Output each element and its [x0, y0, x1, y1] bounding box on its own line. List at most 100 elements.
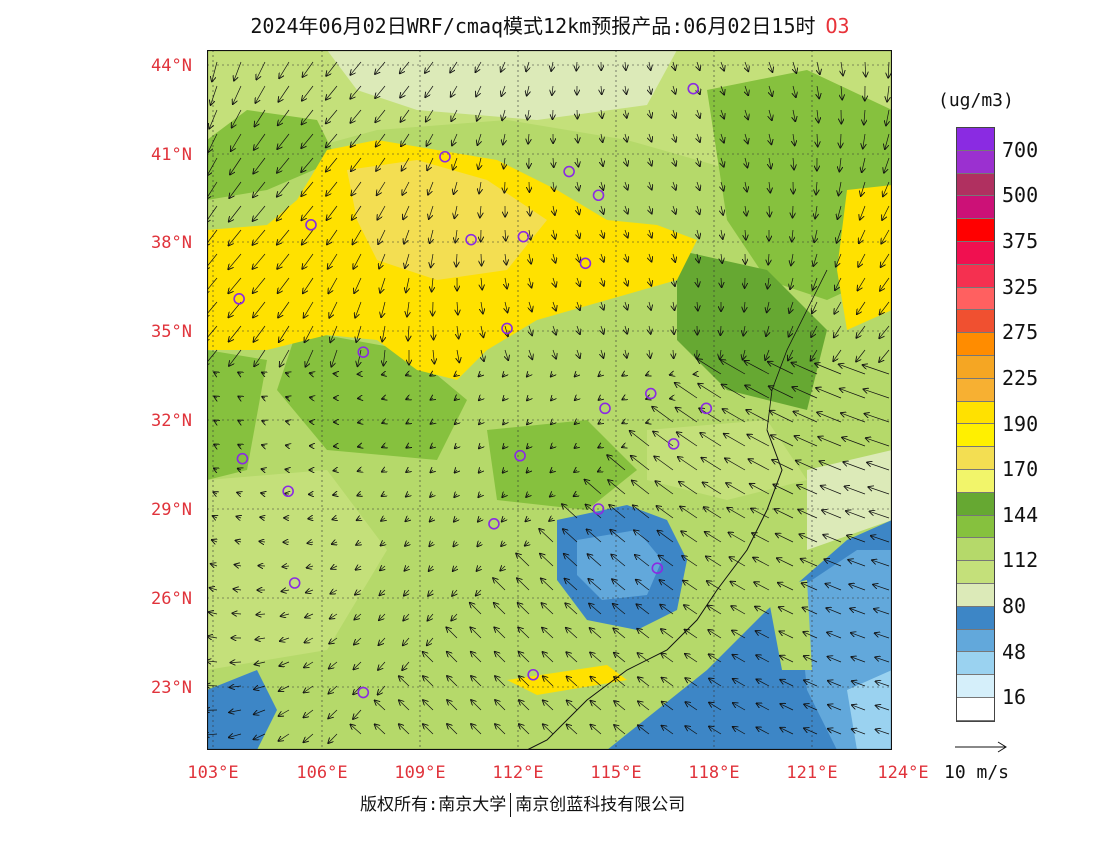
wind-arrow — [777, 558, 794, 567]
wind-arrow — [480, 205, 481, 217]
wind-arrow — [749, 459, 770, 471]
legend-swatch — [957, 173, 994, 197]
wind-arrow — [577, 325, 580, 334]
wind-arrow — [879, 325, 890, 338]
wind-arrow — [553, 325, 556, 335]
wind-arrow — [381, 518, 385, 521]
wind-arrow — [828, 681, 842, 687]
wind-arrow — [868, 487, 890, 495]
wind-arrow — [649, 325, 651, 334]
wind-arrow — [310, 397, 313, 398]
wind-arrow — [281, 614, 290, 616]
wind-arrow — [401, 133, 410, 146]
wind-arrow — [304, 685, 314, 693]
wind-arrow — [709, 679, 722, 687]
wind-arrow — [381, 301, 386, 317]
wind-arrow — [601, 133, 603, 142]
wind-arrow — [406, 374, 409, 375]
wind-arrow — [848, 560, 866, 567]
legend-swatch — [957, 515, 994, 539]
wind-arrow — [779, 607, 794, 615]
wind-arrow — [792, 229, 793, 241]
wind-arrow — [229, 205, 242, 222]
wind-arrow — [820, 461, 842, 471]
north-pale-area — [327, 50, 677, 120]
wind-arrow — [259, 541, 266, 542]
wind-arrow — [542, 603, 554, 615]
wind-arrow — [501, 542, 505, 546]
wind-arrow — [207, 301, 218, 317]
wind-arrow — [598, 446, 601, 448]
wind-arrow — [659, 556, 674, 567]
wind-arrow — [649, 277, 651, 286]
wind-arrow — [757, 727, 770, 735]
wind-arrow — [431, 253, 433, 267]
wind-arrow — [447, 652, 458, 663]
wind-arrow — [447, 724, 458, 735]
wind-arrow — [744, 301, 745, 312]
station-marker — [514, 449, 526, 462]
wind-arrow — [757, 679, 770, 687]
wind-arrow — [610, 530, 626, 543]
wind-arrow — [770, 411, 794, 423]
wind-arrow — [575, 422, 577, 424]
wind-arrow — [867, 463, 890, 471]
wind-arrow — [697, 253, 699, 262]
wind-arrow — [698, 384, 722, 399]
wind-arrow — [632, 481, 650, 495]
wind-arrow — [350, 61, 362, 75]
wind-arrow — [726, 483, 746, 495]
wind-arrow — [279, 685, 290, 691]
wind-arrow — [308, 542, 314, 543]
wind-arrow — [793, 133, 795, 145]
wind-arrow — [433, 325, 434, 340]
copyright-right: 南京创蓝科技有限公司 — [515, 795, 686, 815]
wind-arrow — [836, 253, 842, 267]
wind-arrow — [329, 301, 338, 318]
wind-arrow — [803, 608, 818, 615]
wind-arrow — [745, 133, 748, 143]
wind-arrow — [609, 505, 626, 519]
wind-arrow — [327, 229, 338, 244]
wind-arrow — [725, 458, 746, 471]
wind-arrow — [477, 109, 481, 121]
legend-swatch — [957, 355, 994, 379]
wind-arrow — [375, 61, 386, 74]
wind-arrow — [638, 653, 650, 663]
wind-arrow — [425, 85, 434, 97]
wind-arrow — [423, 676, 434, 687]
wind-arrow — [553, 229, 555, 239]
wind-arrow — [612, 579, 626, 591]
legend-label: 190 — [1002, 411, 1039, 436]
wind-arrow — [382, 398, 385, 399]
wind-arrow — [455, 229, 457, 242]
wind-arrow — [662, 702, 674, 711]
wind-arrow — [301, 181, 314, 196]
wind-arrow — [260, 517, 265, 518]
wind-arrow — [816, 181, 817, 194]
wind-arrow — [431, 422, 433, 424]
wind-arrow — [676, 408, 698, 423]
wind-arrow — [430, 494, 433, 497]
wind-arrow — [502, 494, 505, 497]
wind-arrow — [455, 398, 457, 400]
wind-arrow — [428, 589, 433, 596]
wind-arrow — [708, 606, 722, 615]
wind-arrow — [505, 349, 508, 360]
wind-arrow — [470, 603, 482, 615]
wind-arrow — [849, 584, 866, 591]
wind-arrow — [638, 725, 650, 735]
wind-arrow — [684, 605, 698, 615]
wind-arrow — [428, 181, 434, 195]
wind-arrow — [706, 557, 722, 567]
wind-arrow — [428, 613, 434, 621]
wind-arrow — [278, 277, 290, 293]
wind-arrow — [577, 277, 580, 286]
wind-arrow — [815, 205, 817, 218]
wind-arrow — [673, 109, 676, 118]
wind-arrow — [766, 325, 769, 336]
wind-arrow — [527, 398, 529, 400]
wind-arrow — [330, 614, 338, 619]
wind-arrow — [776, 534, 794, 543]
wind-arrow — [838, 205, 842, 219]
